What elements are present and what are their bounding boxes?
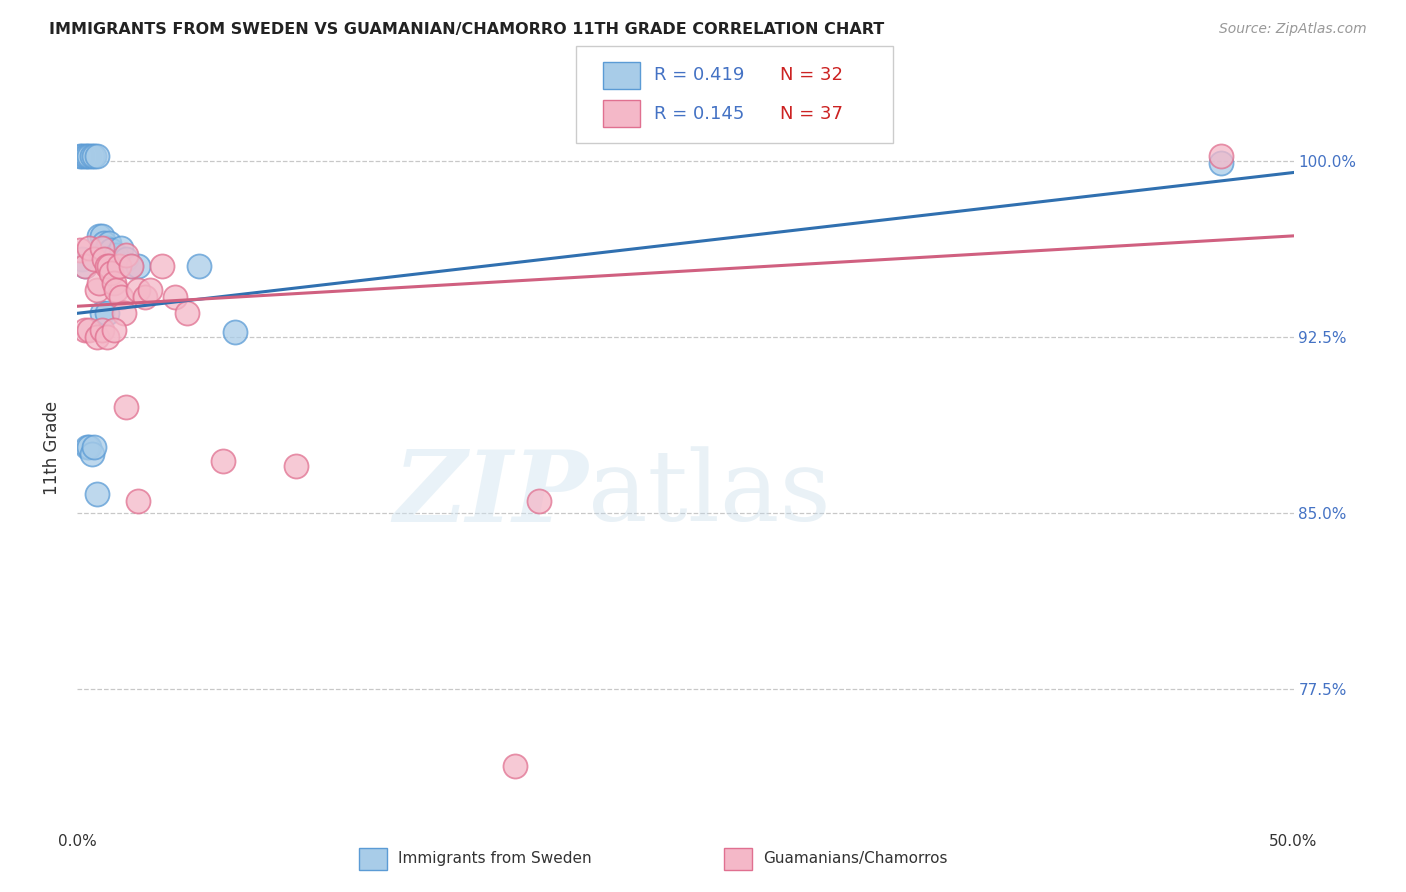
Point	[112, 306, 135, 320]
Point	[139, 283, 162, 297]
Point	[163, 290, 186, 304]
Point	[76, 440, 98, 454]
Point	[86, 283, 108, 297]
Point	[103, 323, 125, 337]
Point	[80, 149, 103, 163]
Point	[69, 243, 91, 257]
Point	[79, 323, 101, 337]
Text: atlas: atlas	[588, 446, 831, 541]
Point	[76, 149, 98, 163]
Point	[73, 323, 96, 337]
Point	[127, 494, 149, 508]
Point	[100, 243, 122, 257]
Point	[86, 487, 108, 501]
Text: Source: ZipAtlas.com: Source: ZipAtlas.com	[1219, 22, 1367, 37]
Point	[152, 260, 174, 274]
Point	[86, 149, 108, 163]
Point	[79, 241, 101, 255]
Point	[69, 149, 91, 163]
Text: N = 37: N = 37	[780, 104, 844, 123]
Point	[120, 260, 142, 274]
Text: R = 0.145: R = 0.145	[654, 104, 744, 123]
Point	[110, 290, 132, 304]
Point	[105, 247, 128, 261]
Point	[115, 252, 138, 267]
Point	[96, 241, 118, 255]
Point	[97, 260, 120, 274]
Point	[90, 228, 112, 243]
Point	[73, 260, 96, 274]
Point	[83, 252, 105, 267]
Text: N = 32: N = 32	[780, 66, 844, 85]
Point	[79, 440, 101, 454]
Point	[503, 759, 526, 773]
Point	[127, 283, 149, 297]
Point	[96, 330, 118, 344]
Point	[93, 235, 115, 250]
Point	[188, 260, 211, 274]
Point	[73, 260, 96, 274]
Point	[90, 306, 112, 320]
Point	[96, 260, 118, 274]
Point	[89, 276, 111, 290]
Point	[79, 149, 101, 163]
Point	[134, 290, 156, 304]
Point	[224, 325, 246, 339]
Point	[90, 323, 112, 337]
Point	[1209, 149, 1232, 163]
Point	[83, 440, 105, 454]
Point	[97, 235, 120, 250]
Point	[100, 267, 122, 281]
Point	[127, 260, 149, 274]
Point	[120, 260, 142, 274]
Point	[80, 447, 103, 461]
Point	[115, 247, 138, 261]
Point	[89, 228, 111, 243]
Text: IMMIGRANTS FROM SWEDEN VS GUAMANIAN/CHAMORRO 11TH GRADE CORRELATION CHART: IMMIGRANTS FROM SWEDEN VS GUAMANIAN/CHAM…	[49, 22, 884, 37]
Point	[103, 252, 125, 267]
Point	[70, 252, 93, 267]
Point	[83, 149, 105, 163]
Text: Immigrants from Sweden: Immigrants from Sweden	[398, 852, 592, 866]
Point	[1209, 156, 1232, 170]
Text: ZIP: ZIP	[394, 446, 588, 542]
Point	[70, 149, 93, 163]
Point	[96, 306, 118, 320]
Point	[93, 252, 115, 267]
Point	[90, 241, 112, 255]
Point	[212, 454, 235, 468]
Point	[107, 260, 129, 274]
Point	[529, 494, 551, 508]
Point	[73, 149, 96, 163]
Point	[115, 400, 138, 414]
Text: Guamanians/Chamorros: Guamanians/Chamorros	[763, 852, 948, 866]
Point	[86, 330, 108, 344]
Point	[110, 241, 132, 255]
Point	[176, 306, 198, 320]
Point	[103, 276, 125, 290]
Text: R = 0.419: R = 0.419	[654, 66, 744, 85]
Point	[285, 458, 308, 473]
Point	[105, 283, 128, 297]
Y-axis label: 11th Grade: 11th Grade	[44, 401, 62, 495]
